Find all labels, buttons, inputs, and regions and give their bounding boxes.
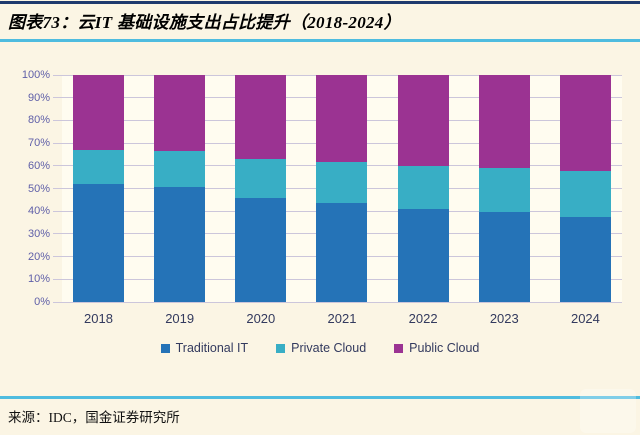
bar-segment-traditional-it	[235, 197, 287, 302]
bar-segment-public-cloud	[154, 75, 206, 152]
bar-segment-private-cloud	[559, 171, 611, 217]
y-tick-label: 70%	[27, 137, 50, 150]
y-tick-mark	[53, 233, 62, 235]
y-tick-mark	[53, 165, 62, 167]
x-tick-label-2020: 2020	[246, 311, 276, 326]
source-note: 来源：IDC，国金证券研究所	[8, 410, 180, 425]
x-tick-label-2019: 2019	[165, 311, 195, 326]
y-tick-label: 90%	[27, 91, 50, 104]
x-tick-label-2023: 2023	[489, 311, 519, 326]
bar-segment-private-cloud	[397, 165, 449, 209]
bar-2022	[397, 75, 449, 302]
bar-2020	[235, 75, 287, 302]
x-axis: 2018 2019 2020 2021 2022 2023 2024	[62, 311, 622, 326]
y-tick-mark	[53, 119, 62, 121]
legend-swatch-public-cloud	[394, 343, 404, 353]
y-tick-label: 40%	[27, 205, 50, 218]
x-tick-label-2018: 2018	[84, 311, 113, 326]
legend-label-public-cloud: Public Cloud	[409, 341, 480, 355]
bar-segment-traditional-it	[316, 203, 368, 302]
legend: Traditional IT Private Cloud Public Cloud	[0, 341, 640, 355]
bar-2019	[154, 75, 206, 302]
bar-segment-private-cloud	[154, 151, 206, 188]
watermark	[580, 389, 636, 433]
x-tick-label-2022: 2022	[408, 311, 438, 326]
legend-item-public-cloud: Public Cloud	[394, 341, 479, 355]
bar-2023	[478, 75, 530, 302]
bar-segment-public-cloud	[316, 75, 368, 163]
y-tick-label: 30%	[27, 227, 50, 240]
y-tick-mark	[53, 278, 62, 280]
legend-label-private-cloud: Private Cloud	[291, 341, 367, 355]
bar-segment-traditional-it	[559, 216, 611, 302]
y-tick-mark	[53, 142, 62, 144]
y-tick-label: 100%	[21, 69, 50, 81]
bar-segment-traditional-it	[154, 187, 206, 302]
bar-segment-private-cloud	[73, 149, 124, 184]
y-tick-mark	[53, 188, 62, 189]
gridline	[62, 301, 622, 303]
bottom-divider	[0, 396, 640, 399]
legend-swatch-traditional-it	[160, 343, 170, 353]
bar-segment-public-cloud	[478, 75, 530, 169]
y-tick-label: 80%	[27, 114, 50, 127]
y-tick-label: 50%	[27, 182, 50, 195]
y-tick-mark	[53, 210, 62, 212]
gridline	[62, 74, 622, 76]
y-tick-mark	[53, 301, 62, 303]
legend-label-traditional-it: Traditional IT	[175, 341, 249, 355]
bar-segment-traditional-it	[73, 183, 124, 302]
bar-segment-public-cloud	[397, 75, 449, 166]
bar-2018	[73, 75, 124, 302]
bar-2021	[316, 75, 368, 302]
legend-swatch-private-cloud	[276, 343, 286, 353]
bar-segment-traditional-it	[478, 212, 530, 302]
y-tick-label: 20%	[27, 250, 50, 263]
legend-item-private-cloud: Private Cloud	[276, 341, 366, 355]
bar-segment-traditional-it	[397, 208, 449, 302]
bar-segment-public-cloud	[235, 75, 287, 160]
x-tick-label-2021: 2021	[327, 311, 357, 326]
plot-area	[62, 74, 622, 303]
bar-segment-private-cloud	[478, 168, 530, 213]
y-tick-label: 60%	[27, 159, 50, 172]
x-tick-label-2024: 2024	[570, 311, 600, 326]
bars-container	[62, 75, 622, 302]
y-tick-mark	[53, 74, 62, 76]
bar-segment-private-cloud	[235, 159, 287, 198]
stacked-bar-chart: 0% 10% 20% 30% 40% 50% 60% 70% 80% 90% 100% 2018 20…	[0, 43, 640, 363]
legend-item-traditional-it: Traditional IT	[160, 341, 249, 355]
y-axis-ticks	[53, 74, 62, 303]
bar-segment-public-cloud	[73, 75, 124, 150]
top-divider	[0, 1, 640, 4]
title-divider	[0, 39, 640, 42]
bar-segment-private-cloud	[316, 162, 368, 204]
bar-2024	[559, 75, 611, 302]
y-tick-mark	[53, 97, 62, 99]
y-tick-label: 10%	[27, 273, 50, 286]
y-axis: 0% 10% 20% 30% 40% 50% 60% 70% 80% 90% 100%	[0, 69, 50, 308]
bar-segment-public-cloud	[559, 75, 611, 172]
y-tick-label: 0%	[34, 296, 50, 308]
y-tick-mark	[53, 256, 62, 258]
figure-title: 图表73：云IT 基础设施支出占比提升（2018-2024）	[8, 13, 401, 32]
